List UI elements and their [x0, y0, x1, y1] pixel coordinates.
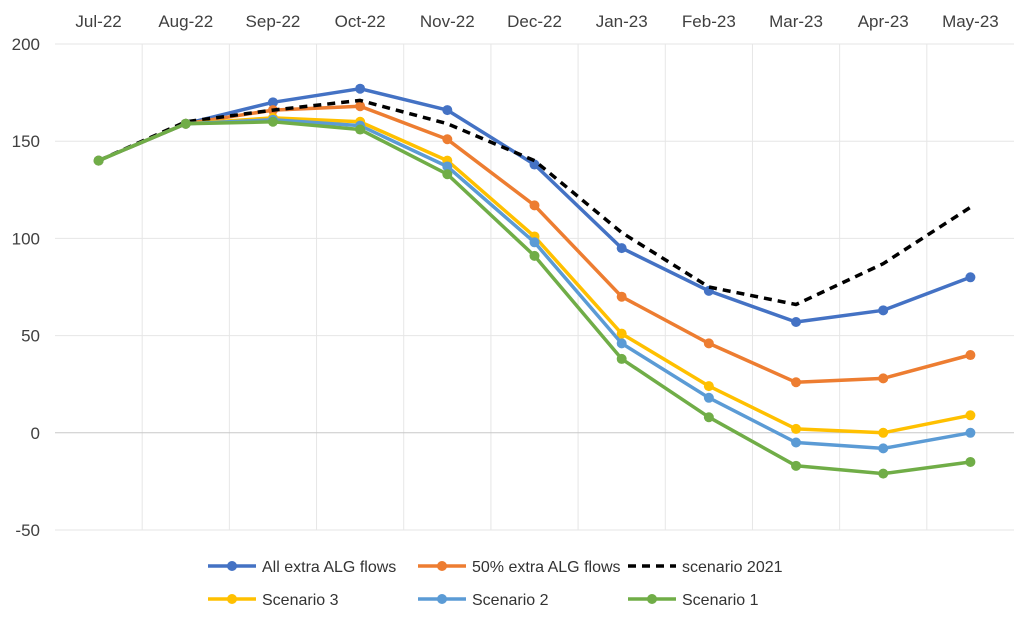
data-point — [616, 338, 627, 349]
x-tick-label: Aug-22 — [158, 12, 213, 31]
y-tick-label: 200 — [12, 35, 40, 54]
legend-marker — [227, 594, 237, 604]
legend-item: Scenario 3 — [208, 592, 339, 609]
x-tick-label: Apr-23 — [858, 12, 909, 31]
data-point — [878, 373, 889, 384]
legend-item: Scenario 2 — [418, 592, 549, 609]
legend-label: Scenario 2 — [472, 592, 549, 609]
data-point — [180, 118, 191, 129]
data-point — [791, 460, 802, 471]
legend: All extra ALG flows 50% extra ALG flows sc… — [208, 559, 783, 609]
x-tick-label: May-23 — [942, 12, 999, 31]
data-point — [355, 124, 366, 135]
data-point — [355, 83, 366, 94]
data-point — [965, 427, 976, 438]
legend-item: 50% extra ALG flows — [418, 559, 621, 576]
data-point — [529, 200, 540, 211]
data-point — [965, 272, 976, 283]
data-point — [616, 353, 627, 364]
series-scenario-1 — [93, 116, 976, 479]
x-tick-label: Feb-23 — [682, 12, 736, 31]
data-point — [267, 116, 278, 127]
data-point — [878, 427, 889, 438]
data-point — [616, 243, 627, 254]
y-tick-label: 100 — [12, 229, 40, 248]
data-point — [965, 410, 976, 421]
data-point — [878, 443, 889, 454]
legend-label: Scenario 3 — [262, 592, 339, 609]
legend-item: All extra ALG flows — [208, 559, 396, 576]
data-point — [791, 316, 802, 327]
data-point — [703, 381, 714, 392]
legend-label: 50% extra ALG flows — [472, 559, 621, 576]
data-point — [442, 105, 453, 116]
data-point — [791, 437, 802, 448]
y-axis-ticks: -50 0 50 100 150 200 — [12, 35, 40, 540]
x-tick-label: Sep-22 — [246, 12, 301, 31]
data-point — [703, 412, 714, 423]
series-group — [93, 83, 976, 479]
x-tick-label: Jul-22 — [75, 12, 121, 31]
legend-item: scenario 2021 — [628, 559, 783, 576]
legend-item: Scenario 1 — [628, 592, 759, 609]
grid — [55, 43, 1014, 531]
y-tick-label: 150 — [12, 132, 40, 151]
data-point — [703, 338, 714, 349]
x-tick-label: Dec-22 — [507, 12, 562, 31]
data-point — [529, 250, 540, 261]
y-tick-label: -50 — [15, 521, 40, 540]
data-point — [442, 161, 453, 172]
data-point — [791, 377, 802, 388]
legend-marker — [647, 594, 657, 604]
legend-label: Scenario 1 — [682, 592, 759, 609]
series-scenario-2021 — [97, 98, 972, 307]
y-tick-label: 0 — [31, 424, 40, 443]
data-point — [791, 423, 802, 434]
data-point — [93, 155, 104, 166]
x-tick-label: Mar-23 — [769, 12, 823, 31]
data-point — [616, 328, 627, 339]
x-axis-ticks: Jul-22 Aug-22 Sep-22 Oct-22 Nov-22 Dec-22 Jan-… — [75, 12, 998, 31]
legend-marker — [437, 594, 447, 604]
data-point — [267, 97, 278, 108]
data-point — [878, 468, 889, 479]
data-point — [878, 305, 889, 316]
data-point — [442, 169, 453, 180]
legend-marker — [227, 561, 237, 571]
data-point — [703, 392, 714, 403]
legend-marker — [437, 561, 447, 571]
data-point — [965, 456, 976, 467]
data-point — [529, 237, 540, 248]
legend-label: scenario 2021 — [682, 559, 783, 576]
y-tick-label: 50 — [21, 327, 40, 346]
data-point — [616, 291, 627, 302]
x-tick-label: Jan-23 — [596, 12, 648, 31]
series-line — [97, 98, 972, 307]
data-point — [529, 159, 540, 170]
x-tick-label: Nov-22 — [420, 12, 475, 31]
legend-label: All extra ALG flows — [262, 559, 396, 576]
x-tick-label: Oct-22 — [335, 12, 386, 31]
data-point — [355, 101, 366, 112]
data-point — [965, 350, 976, 361]
data-point — [442, 134, 453, 145]
